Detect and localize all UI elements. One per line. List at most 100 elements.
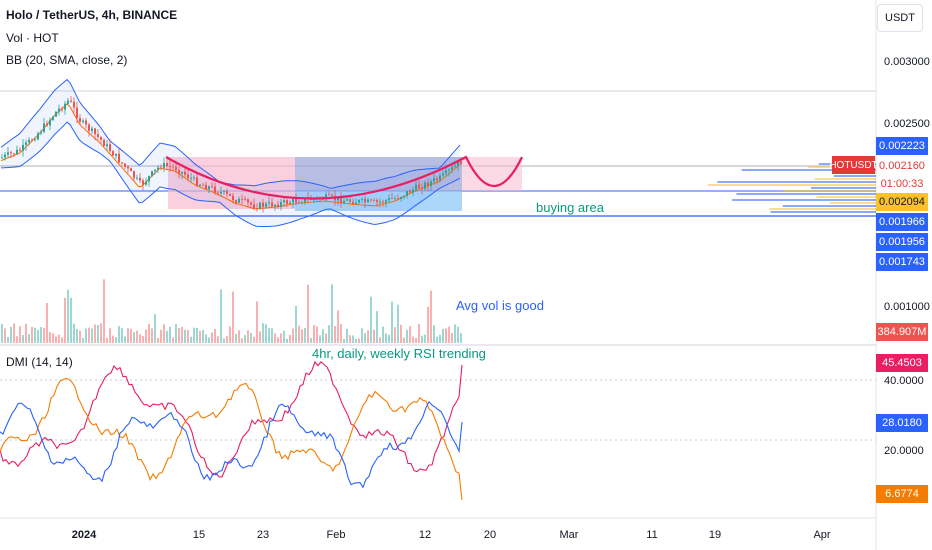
volume-bar [13, 323, 15, 343]
volume-bar [34, 327, 36, 343]
volume-bar [409, 326, 411, 343]
rsi-note[interactable]: 4hr, daily, weekly RSI trending [312, 346, 486, 361]
volume-bar [457, 326, 459, 343]
date-label: Apr [813, 529, 831, 541]
candle-body [355, 202, 357, 205]
date-label: Feb [326, 529, 346, 541]
volume-bar [439, 334, 441, 343]
candle-body [418, 184, 420, 189]
candle-body [214, 186, 216, 193]
candle-body [229, 193, 231, 196]
volume-bar [211, 332, 213, 343]
volume-bar [307, 284, 309, 343]
volume-bar [355, 338, 357, 343]
volume-profile [707, 160, 876, 213]
volume-bar [346, 328, 348, 343]
volume-bar [433, 325, 435, 343]
volume-bar [160, 329, 162, 343]
candle-body [409, 190, 411, 193]
currency-button[interactable]: USDT [877, 4, 923, 32]
volume-bar [274, 333, 276, 343]
candle-body [343, 200, 345, 204]
candle-body [31, 139, 33, 141]
candle-body [25, 142, 27, 145]
volume-bar [28, 333, 30, 343]
candle-body [436, 178, 438, 181]
dmi-tick: 20.0000 [884, 445, 924, 457]
volume-bar [151, 328, 153, 343]
candle-body [199, 184, 201, 186]
price-tag-low: 0.001743 [876, 253, 928, 271]
date-label: 20 [483, 529, 497, 541]
volume-bar [109, 328, 111, 343]
bb-upper-line [0, 78, 461, 189]
volume-bar [316, 326, 318, 343]
buying-area-note[interactable]: buying area [536, 200, 604, 215]
dmi-plus-line [0, 400, 463, 489]
candle-body [178, 170, 180, 174]
candle-body [145, 181, 147, 185]
volume-bar [448, 326, 450, 343]
bb-lower-line [0, 121, 461, 227]
volume-bar [376, 311, 378, 343]
volume-bar [40, 326, 42, 343]
volume-bar [148, 323, 150, 343]
vp-bar [782, 205, 876, 207]
candle-body [376, 200, 378, 203]
candle-body [142, 180, 144, 185]
volume-bar [208, 337, 210, 343]
volume-bar [334, 326, 336, 343]
symbol-title[interactable]: Holo / TetherUS, 4h, BINANCE [6, 8, 178, 22]
candle-body [388, 198, 390, 201]
candle-body [169, 166, 171, 167]
volume-bar [166, 330, 168, 343]
candle-body [127, 166, 129, 169]
candle-body [13, 153, 15, 155]
volume-bar [445, 328, 447, 343]
candle-body [451, 167, 453, 170]
candle-body [301, 202, 303, 204]
vp-bar [732, 199, 876, 201]
volume-bar [88, 327, 90, 343]
volume-bar [301, 329, 303, 343]
candle-body [439, 175, 441, 181]
avg-vol-note[interactable]: Avg vol is good [456, 298, 544, 313]
volume-bar [22, 335, 24, 343]
volume-bar [349, 335, 351, 343]
candle-body [379, 201, 381, 203]
candle-body [226, 191, 228, 194]
volume-bar [100, 323, 102, 343]
candle-body [346, 199, 348, 201]
blue-zone [295, 191, 462, 211]
candle-body [244, 199, 246, 200]
volume-bar [82, 337, 84, 343]
volume-bar [382, 326, 384, 343]
candle-body [175, 166, 177, 171]
volume-bar [181, 326, 183, 343]
volume-bar [394, 327, 396, 343]
candle-body [331, 194, 333, 196]
candle-body [412, 189, 414, 193]
price-tick: 0.003000 [884, 56, 930, 68]
vp-bar [769, 208, 876, 210]
volume-bar [220, 289, 222, 343]
vp-bar [810, 187, 876, 189]
candle-body [115, 153, 117, 156]
volume-bar [373, 329, 375, 343]
candle-body [391, 198, 393, 199]
volume-bar [358, 338, 360, 343]
volume-bar [205, 334, 207, 343]
volume-bar [385, 333, 387, 343]
dmi-legend[interactable]: DMI (14, 14) [6, 355, 73, 369]
candle-body [460, 161, 462, 165]
volume-bar [145, 329, 147, 343]
candle-body [448, 169, 450, 171]
volume-bar [310, 337, 312, 343]
vol-legend[interactable]: Vol · HOT [6, 31, 59, 45]
candle-body [64, 103, 66, 110]
volume-bar [250, 333, 252, 343]
bb-legend[interactable]: BB (20, SMA, close, 2) [6, 53, 128, 67]
candle-body [58, 108, 60, 112]
candle-body [337, 197, 339, 201]
